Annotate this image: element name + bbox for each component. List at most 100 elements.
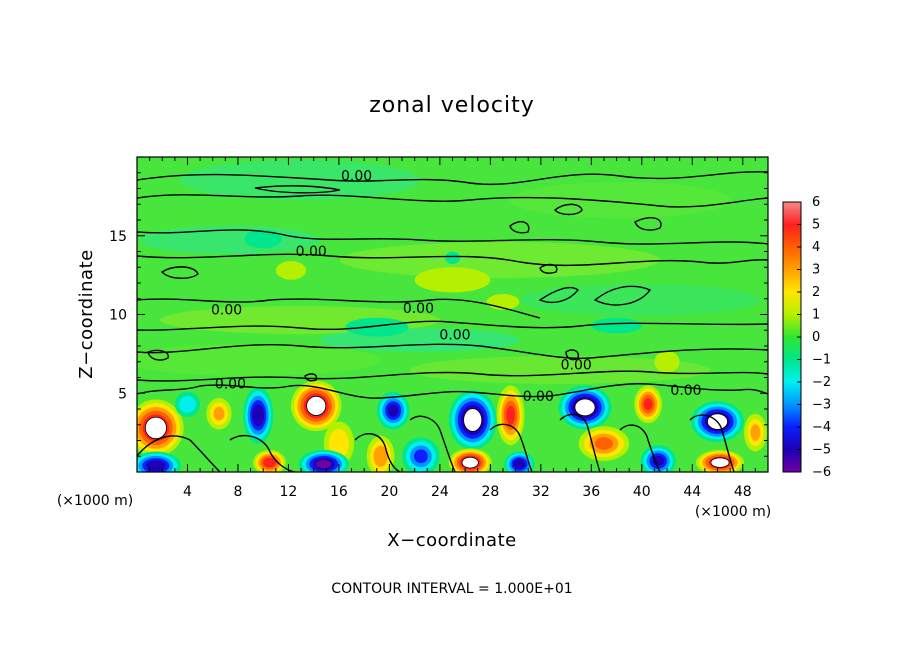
x-tick-label: 36	[582, 484, 600, 500]
x-tick-label: 24	[431, 484, 449, 500]
colorbar-tick-label: 5	[812, 218, 820, 233]
field-patch	[137, 344, 380, 376]
velocity-cell	[316, 460, 332, 469]
contour-line	[137, 370, 768, 382]
contour-line	[489, 423, 533, 472]
x-axis-ticks: 4 8 12 16 20 24 28 32 36 40 44 48	[149, 157, 756, 500]
contour-line	[554, 203, 583, 216]
velocity-cell-saturated	[461, 456, 479, 469]
contour-line	[229, 434, 296, 472]
colorbar-tick-label: −4	[812, 420, 831, 435]
field-patch	[510, 182, 730, 218]
colorbar-tick-label: 2	[812, 285, 820, 300]
y-tick-label: 5	[118, 386, 127, 402]
velocity-cell	[591, 317, 642, 334]
chart-title: zonal velocity	[369, 93, 535, 118]
contour-line	[565, 349, 580, 361]
velocity-cell	[750, 424, 761, 441]
contour-line	[593, 285, 652, 306]
velocity-cell-saturated	[463, 408, 483, 432]
x-tick-label: 8	[233, 484, 242, 500]
contour-line	[147, 349, 169, 361]
colorbar-tick-label: −2	[812, 375, 831, 390]
contour-line	[137, 383, 768, 399]
velocity-cell	[414, 449, 428, 464]
velocity-cell	[594, 437, 614, 450]
field-patch	[410, 356, 710, 384]
contour-label: 0.00	[296, 244, 327, 260]
y-axis-ticks: 5 10 15	[109, 172, 768, 457]
velocity-cell	[275, 261, 307, 280]
velocity-cell-saturated	[574, 398, 596, 417]
velocity-cell	[345, 317, 409, 337]
velocity-cell	[244, 229, 283, 249]
velocity-cell	[513, 459, 526, 469]
contour-label: 0.00	[341, 169, 372, 185]
contour-line	[354, 433, 401, 472]
colorbar-tick-label: −5	[812, 443, 831, 458]
colorbar-tick-label: 4	[812, 240, 820, 255]
velocity-cell-saturated	[710, 457, 730, 468]
contour-label: 0.00	[561, 358, 592, 374]
velocity-cell	[252, 404, 264, 427]
colorbar-tick-label: −6	[812, 465, 831, 480]
contour-label: 0.00	[215, 377, 246, 393]
contour-line	[254, 185, 341, 194]
contour-line	[137, 229, 768, 245]
velocity-cell	[263, 457, 276, 468]
velocity-cell	[388, 404, 399, 417]
contour-line	[559, 413, 601, 472]
y-axis-label: Z−coordinate	[76, 249, 97, 378]
contour-line	[619, 424, 661, 472]
velocity-cell	[654, 350, 680, 373]
x-tick-label: 44	[683, 484, 701, 500]
contour-line	[137, 343, 768, 360]
velocity-cell	[213, 406, 225, 421]
y-tick-label: 15	[109, 229, 127, 245]
contour-label: 0.00	[439, 328, 470, 344]
contour-labels: 0.00 0.00 0.00 0.00 0.00 0.00 0.00 0.00 0.00	[211, 169, 702, 406]
velocity-cell	[444, 251, 461, 265]
velocity-cell-saturated	[306, 395, 327, 416]
contour-line	[137, 171, 768, 186]
contour-line	[538, 286, 579, 304]
x-axis-label: X−coordinate	[387, 530, 516, 551]
velocity-cell	[373, 445, 388, 467]
contour-line	[634, 217, 662, 231]
colorbar-tick-label: 3	[812, 263, 820, 278]
colorbar-tick-label: −3	[812, 398, 831, 413]
contour-line	[539, 263, 558, 274]
colorbar-ticks: 6 5 4 3 2 1 0 −1 −2 −3 −4 −5 −6	[797, 195, 831, 480]
contour-line	[137, 298, 541, 319]
x-tick-label: 20	[380, 484, 398, 500]
x-tick-label: 48	[734, 484, 752, 500]
field-patch	[520, 284, 760, 316]
velocity-cell	[414, 267, 491, 293]
velocity-cell	[652, 456, 664, 466]
x-tick-label: 16	[330, 484, 348, 500]
contour-line	[509, 221, 530, 234]
x-tick-label: 4	[183, 484, 192, 500]
velocity-cell	[506, 405, 515, 425]
contour-line	[137, 194, 768, 208]
colorbar-tick-label: −1	[812, 353, 831, 368]
x-unit-right: (×1000 m)	[695, 504, 771, 520]
x-tick-label: 12	[280, 484, 298, 500]
velocity-anomalies	[137, 229, 767, 472]
contour-line	[160, 266, 199, 279]
x-tick-label: 40	[633, 484, 651, 500]
x-unit-left: (×1000 m)	[57, 493, 133, 509]
plot-area: 0.00 0.00 0.00 0.00 0.00 0.00 0.00 0.00 0.00	[137, 157, 768, 472]
field-patch	[340, 242, 660, 278]
colorbar-tick-label: 1	[812, 308, 820, 323]
x-tick-label: 32	[532, 484, 550, 500]
velocity-cell	[328, 429, 349, 459]
contour-label: 0.00	[211, 303, 242, 319]
x-tick-label: 28	[481, 484, 499, 500]
contour-line	[137, 253, 768, 267]
contour-interval-note: CONTOUR INTERVAL = 1.000E+01	[331, 581, 572, 597]
contour-label: 0.00	[670, 383, 701, 399]
contour-line	[137, 435, 221, 472]
